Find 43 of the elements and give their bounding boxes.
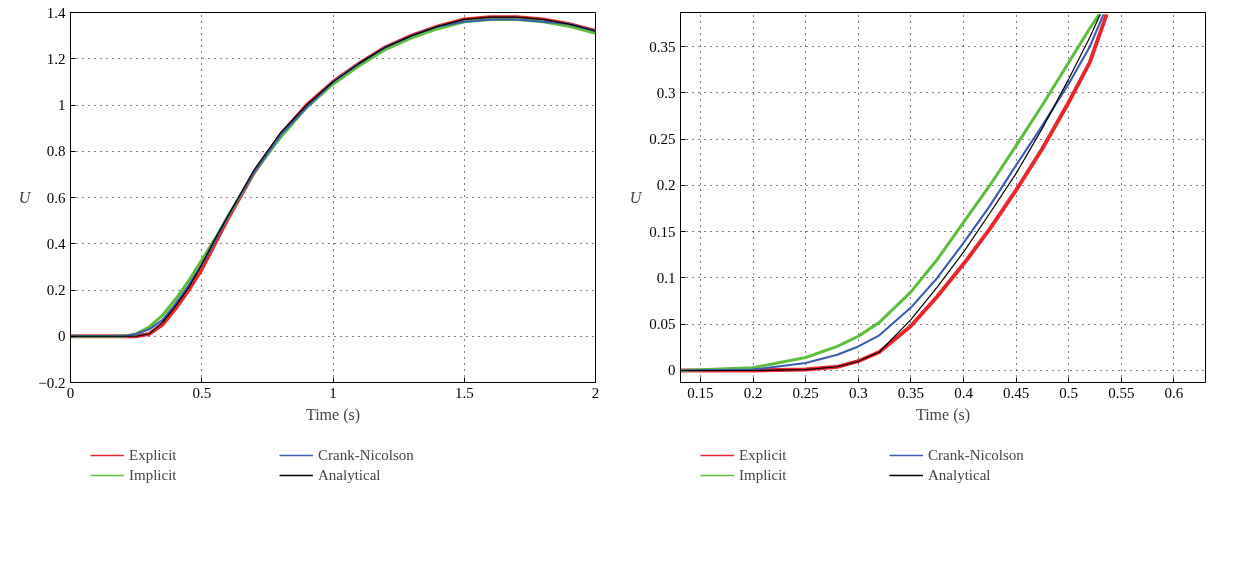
x-tick-label: 0.6 (1164, 384, 1184, 401)
y-tick-label: 0.2 (656, 177, 676, 194)
legend-label: Explicit (739, 446, 788, 464)
x-tick-label: 1 (329, 384, 337, 401)
legend-label: Analytical (318, 466, 382, 484)
y-tick-label: 1.2 (46, 50, 66, 67)
x-tick-label: 0.5 (1059, 384, 1079, 401)
y-tick-label: 0.05 (649, 316, 676, 333)
y-tick-label: 0.4 (46, 235, 66, 252)
x-tick-label: 2 (591, 384, 600, 401)
x-tick-label: 0.25 (792, 384, 819, 401)
y-tick-label: 0.15 (649, 223, 676, 240)
y-tick-label: 0 (668, 362, 676, 379)
legend-label: Crank-Nicolson (928, 446, 1025, 464)
x-axis-title: Time (s) (915, 405, 971, 424)
y-tick-label: 0.35 (649, 38, 676, 55)
legend-label: Implicit (129, 466, 178, 484)
y-tick-label: 0.25 (649, 131, 676, 148)
y-tick-label: −0.2 (38, 374, 66, 391)
y-tick-label: 0.1 (656, 269, 676, 286)
y-tick-label: 1.4 (46, 4, 66, 21)
x-tick-label: 1.5 (454, 384, 474, 401)
y-tick-label: 0.6 (46, 189, 66, 206)
x-tick-label: 0.2 (743, 384, 763, 401)
legend-label: Implicit (739, 466, 788, 484)
x-tick-label: 0.4 (954, 384, 974, 401)
legend-label: Analytical (928, 466, 992, 484)
legend-label: Crank-Nicolson (318, 446, 415, 464)
y-axis-title: U (18, 189, 32, 206)
x-axis-title: Time (s) (305, 405, 361, 424)
x-tick-label: 0.55 (1108, 384, 1135, 401)
x-tick-label: 0.3 (848, 384, 868, 401)
y-tick-label: 0 (58, 328, 66, 345)
y-tick-label: 0.2 (46, 282, 66, 298)
y-axis-title: U (629, 189, 643, 206)
x-tick-label: 0.15 (687, 384, 714, 401)
y-tick-label: 0.8 (46, 143, 66, 160)
legend-label: Explicit (129, 446, 178, 464)
y-tick-label: 1 (58, 97, 66, 113)
y-tick-label: 0.3 (656, 84, 676, 101)
x-tick-label: 0.35 (897, 384, 925, 401)
x-tick-label: 0.45 (1003, 384, 1030, 401)
x-tick-label: 0.5 (192, 384, 212, 401)
